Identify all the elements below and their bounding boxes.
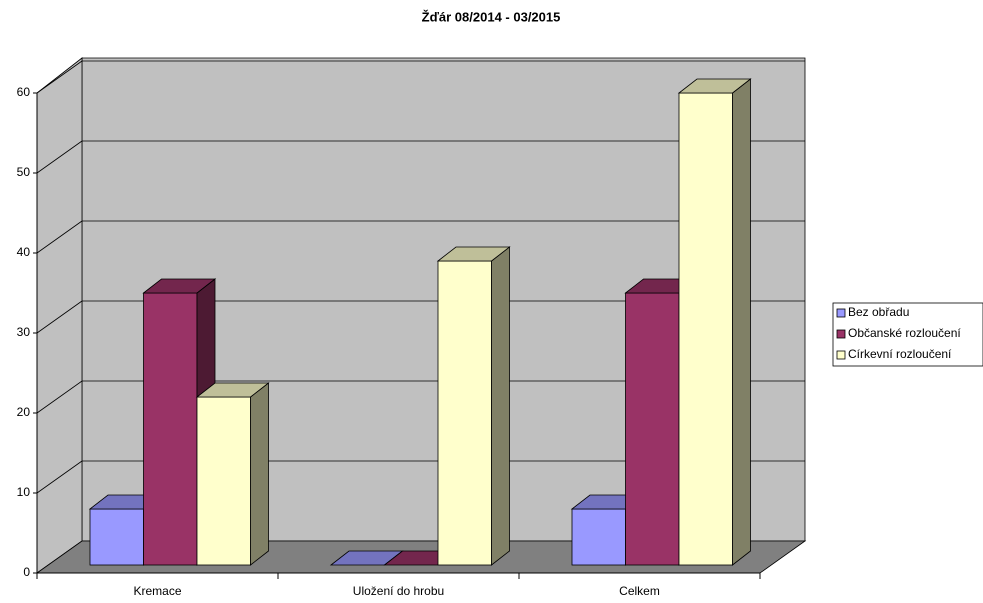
grid-line <box>36 140 83 174</box>
y-tick-label: 50 <box>17 165 31 179</box>
bar-top <box>436 246 511 262</box>
legend-label: Bez obřadu <box>848 305 909 319</box>
bar-top <box>142 278 217 294</box>
bar-front <box>196 396 251 566</box>
y-tick-label: 0 <box>23 565 30 579</box>
grid-line <box>36 460 83 494</box>
bar-side <box>250 382 269 566</box>
side-wall <box>36 57 83 574</box>
legend-swatch <box>836 308 846 318</box>
bar-front <box>437 260 492 566</box>
x-tick-label: Kremace <box>133 584 181 598</box>
x-tick-label: Uložení do hrobu <box>353 584 444 598</box>
bar-side <box>491 246 510 566</box>
grid-line <box>36 300 83 334</box>
chart-title: Žďár 08/2014 - 03/2015 <box>422 9 561 24</box>
legend-label: Církevní rozloučení <box>848 347 952 361</box>
bar-front <box>625 292 680 566</box>
bar <box>195 382 270 566</box>
grid-line <box>36 60 83 94</box>
y-tick-label: 60 <box>17 85 31 99</box>
y-tick-label: 20 <box>17 405 31 419</box>
bar-top <box>195 382 270 398</box>
y-tick-label: 30 <box>17 325 31 339</box>
bar-front <box>143 292 198 566</box>
bar-side <box>732 78 751 566</box>
grid-line <box>36 380 83 414</box>
legend-swatch <box>836 350 846 360</box>
x-tick-label: Celkem <box>619 584 660 598</box>
bar-front <box>678 92 733 566</box>
bar <box>677 78 752 566</box>
bar-front <box>571 508 626 566</box>
bar <box>436 246 511 566</box>
y-tick-label: 40 <box>17 245 31 259</box>
legend-label: Občanské rozloučení <box>848 326 961 340</box>
legend-swatch <box>836 329 846 339</box>
grid-line <box>36 220 83 254</box>
bar-front <box>89 508 144 566</box>
y-tick-label: 10 <box>17 485 31 499</box>
bar-top <box>677 78 752 94</box>
legend <box>832 302 983 367</box>
